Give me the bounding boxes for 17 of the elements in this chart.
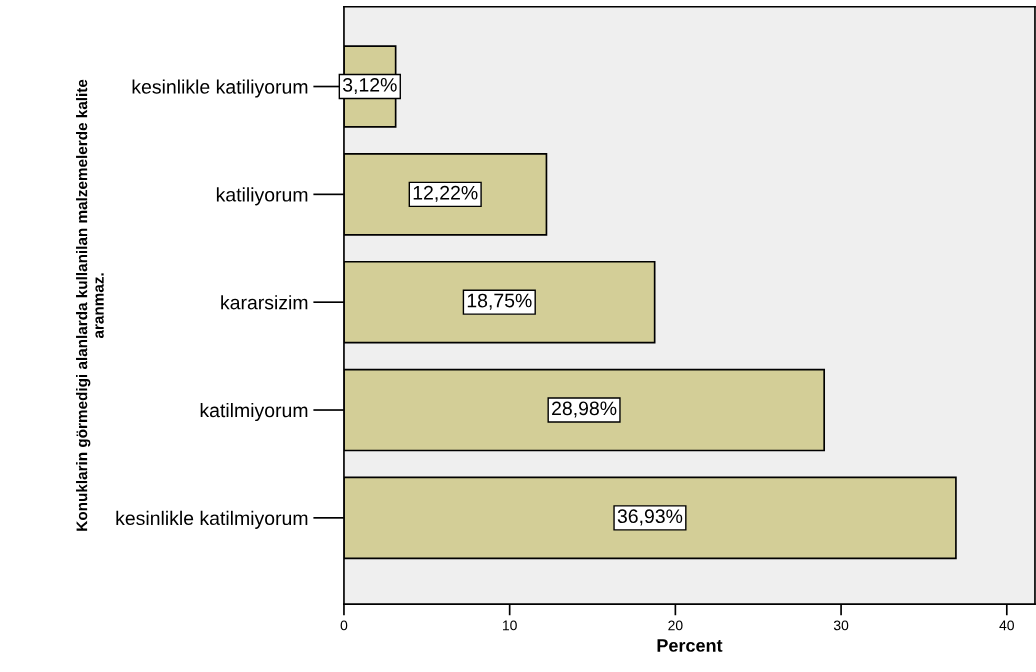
x-tick-label: 40 [999, 620, 1014, 631]
x-axis-title: Percent [657, 639, 723, 652]
data-label: 36,93% [617, 509, 683, 526]
y-tick-label: kesinlikle katilmiyorum [116, 510, 308, 529]
y-tick-label: kararsizim [221, 295, 308, 310]
x-tick-label: 10 [503, 620, 517, 631]
y-tick-label: kesinlikle katiliyorum [132, 79, 308, 98]
data-label: 18,75% [467, 293, 532, 310]
x-tick-label: 20 [668, 620, 683, 631]
data-label: 3,12% [342, 77, 397, 95]
data-label: 12,22% [413, 185, 478, 202]
x-tick-label: 30 [833, 620, 849, 631]
data-label: 28,98% [552, 401, 617, 418]
x-tick-label: 0 [340, 620, 348, 631]
y-tick-label: katilmiyorum [200, 402, 308, 422]
y-axis-title: Konuklarin görmedigi alanlarda kullanilan malzemelerde kalite aranmaz. [76, 79, 104, 531]
y-tick-label: katiliyorum [216, 187, 308, 206]
